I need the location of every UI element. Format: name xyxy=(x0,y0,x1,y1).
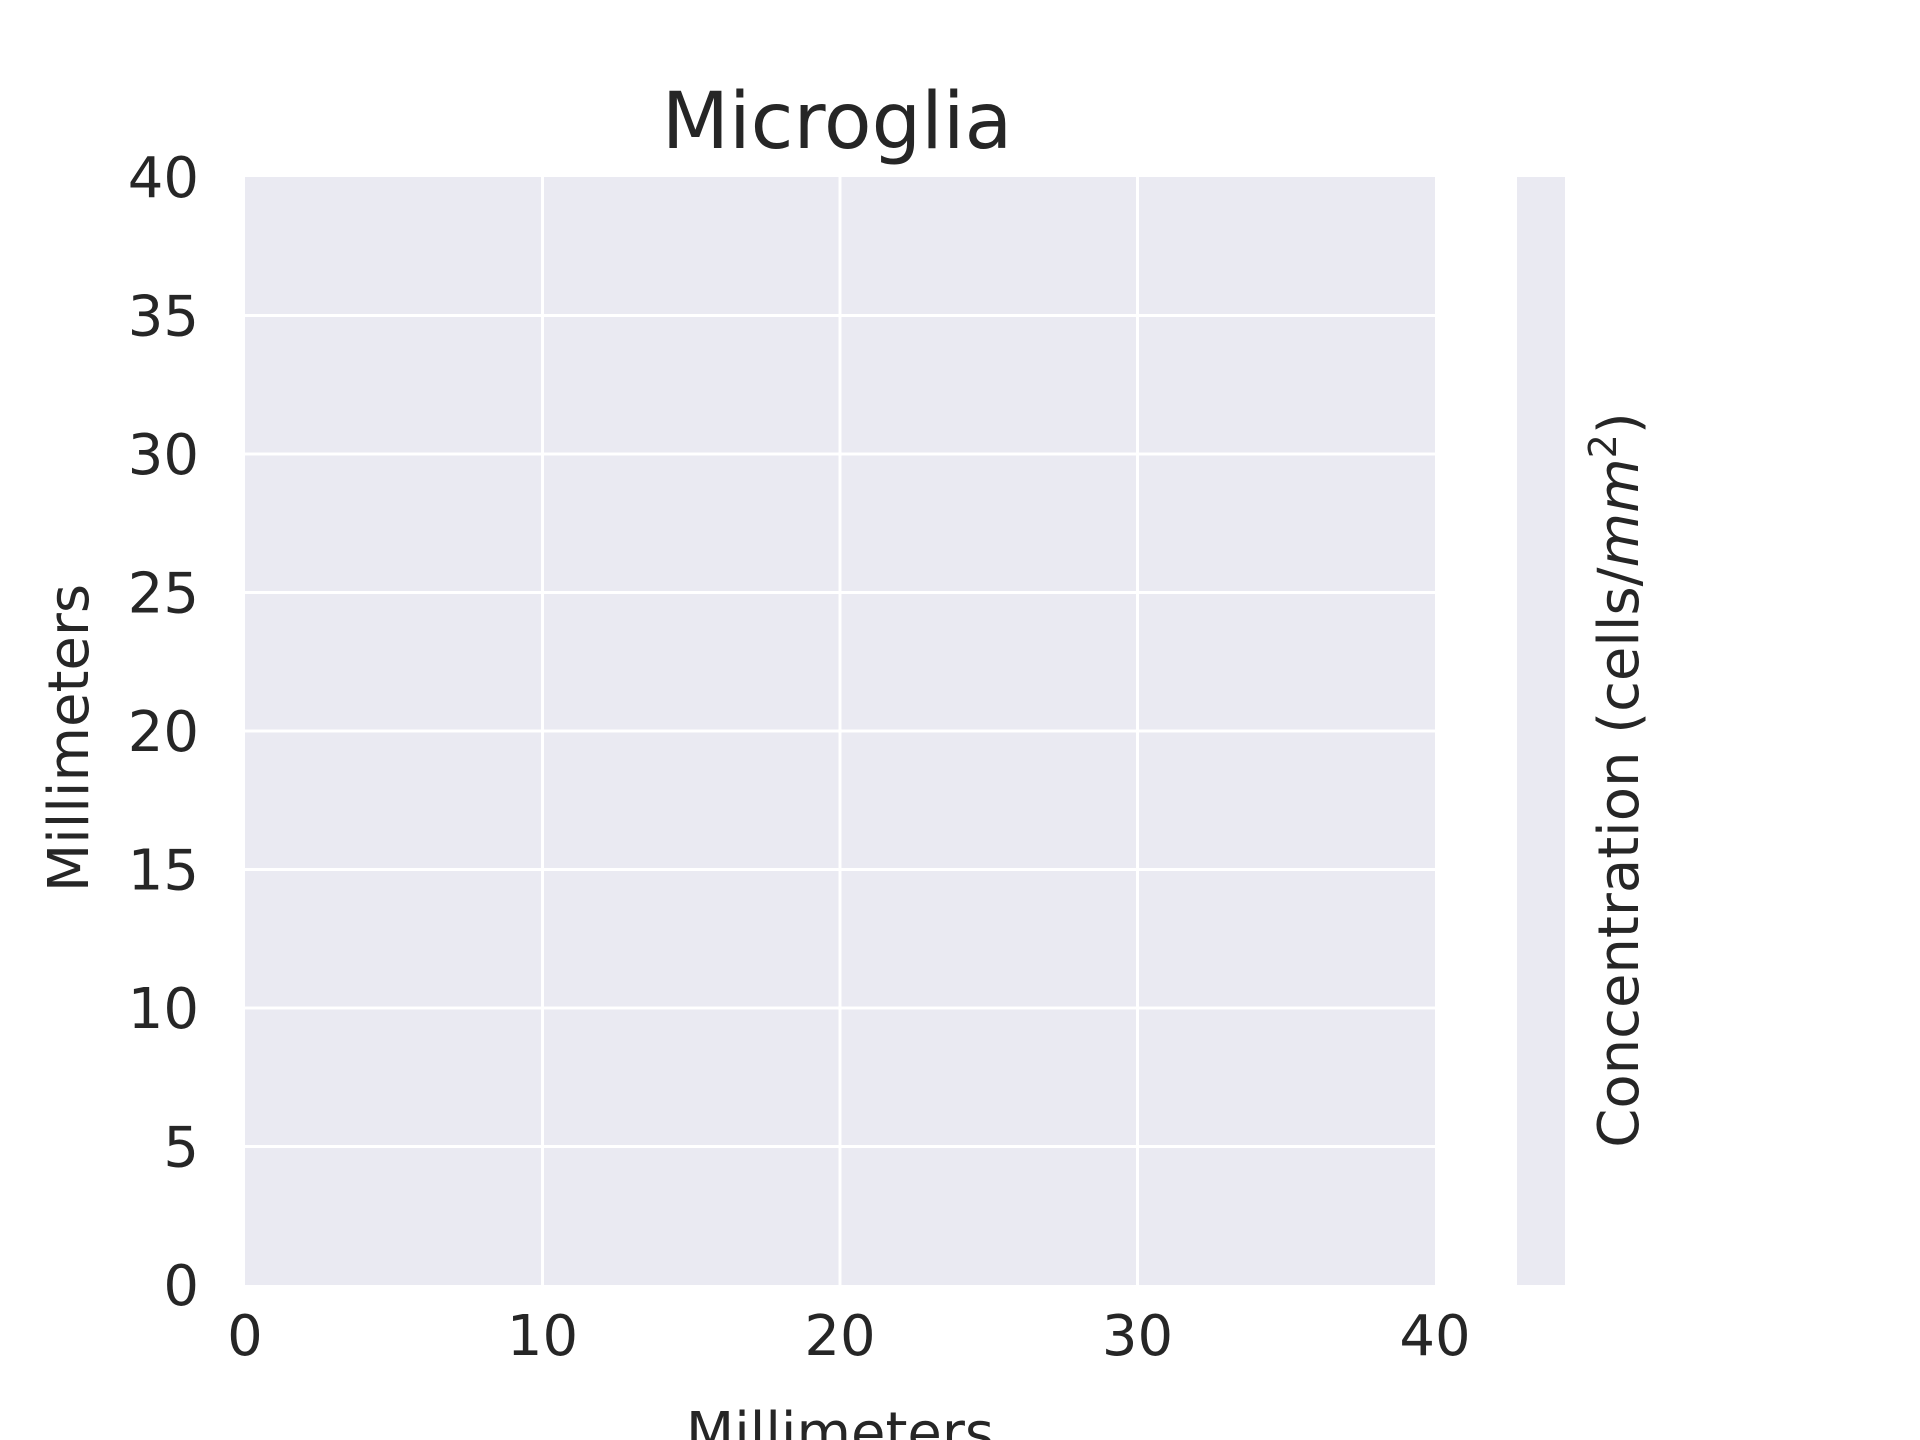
y-tick-label-2: 10 xyxy=(128,977,199,1042)
colorbar-label-exponent: 2 xyxy=(1581,434,1625,458)
x-tick-label-4: 40 xyxy=(1399,1304,1470,1369)
y-tick-label-1: 5 xyxy=(163,1116,199,1181)
y-axis-label: Millimeters xyxy=(37,584,102,892)
x-tick-label-2: 20 xyxy=(804,1304,875,1369)
colorbar-label-suffix: ) xyxy=(1587,412,1652,434)
colorbar xyxy=(1517,177,1565,1285)
chart-title: Microglia xyxy=(662,77,1013,167)
y-tick-label-7: 35 xyxy=(128,285,199,350)
colorbar-label-unit: mm xyxy=(1587,458,1652,567)
x-axis-label: Millimeters xyxy=(686,1401,994,1440)
x-tick-label-0: 0 xyxy=(227,1304,263,1369)
y-tick-label-5: 25 xyxy=(128,562,199,627)
colorbar-label-prefix: Concentration (cells/ xyxy=(1587,567,1652,1147)
y-tick-label-6: 30 xyxy=(128,423,199,488)
grid-lines xyxy=(245,177,1435,1285)
y-tick-label-3: 15 xyxy=(128,839,199,904)
y-tick-label-4: 20 xyxy=(128,700,199,765)
x-tick-label-1: 10 xyxy=(507,1304,578,1369)
x-tick-label-3: 30 xyxy=(1102,1304,1173,1369)
colorbar-label: Concentration (cells/mm2) xyxy=(1581,412,1652,1147)
y-tick-label-0: 0 xyxy=(163,1254,199,1319)
x-axis-ticks: 0 10 20 30 40 xyxy=(227,1304,1470,1369)
y-axis-ticks: 0 5 10 15 20 25 30 35 40 xyxy=(128,146,199,1319)
y-tick-label-8: 40 xyxy=(128,146,199,211)
